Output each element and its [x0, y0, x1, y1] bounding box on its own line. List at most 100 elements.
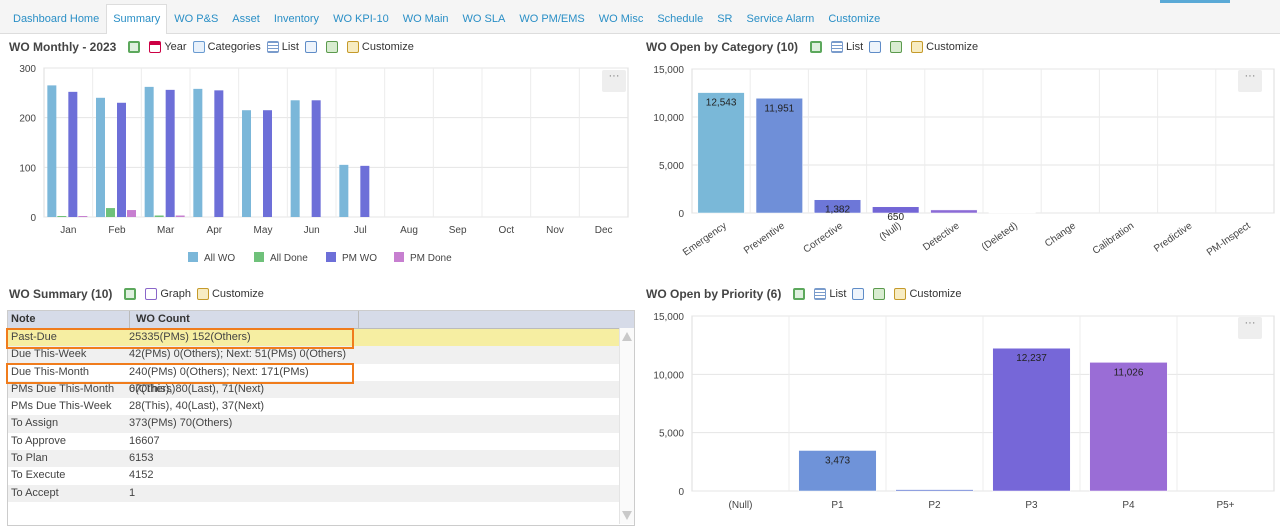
- cell-wo-count: 25335(PMs) 152(Others): [129, 331, 251, 343]
- expand-button[interactable]: [128, 41, 143, 53]
- tab-wo-pm-ems[interactable]: WO PM/EMS: [519, 13, 585, 25]
- tab-schedule[interactable]: Schedule: [657, 13, 704, 25]
- bar: [47, 85, 57, 217]
- customize-button[interactable]: Customize: [894, 288, 961, 300]
- list-icon: [266, 41, 279, 53]
- y-tick-label: 15,000: [653, 65, 684, 76]
- tab-wo-sla[interactable]: WO SLA: [462, 13, 506, 25]
- x-tick-label: (Null): [878, 220, 904, 243]
- bar: [144, 86, 154, 217]
- x-tick-label: Preventive: [742, 220, 787, 256]
- monthly-panel-header: WO Monthly - 2023 Year Categories List C…: [9, 40, 420, 54]
- cell-wo-count: 42(PMs) 0(Others); Next: 51(PMs) 0(Other…: [129, 348, 346, 361]
- tab-service-alarm[interactable]: Service Alarm: [746, 13, 815, 25]
- table-row[interactable]: Past-Due 25335(PMs) 152(Others): [8, 329, 634, 347]
- y-tick-label: 15,000: [653, 312, 684, 323]
- table-row[interactable]: To Approve 16607: [8, 433, 634, 450]
- expand-button[interactable]: [810, 41, 825, 53]
- cell-note: Due This-Month: [11, 365, 90, 378]
- list-icon: [814, 288, 827, 300]
- tab-wo-kpi-10[interactable]: WO KPI-10: [333, 13, 389, 25]
- tab-wo-main[interactable]: WO Main: [402, 13, 449, 25]
- monthly-menu-button[interactable]: ···: [602, 70, 626, 92]
- customize-button[interactable]: Customize: [196, 288, 264, 300]
- table-row[interactable]: Due This-Week 42(PMs) 0(Others); Next: 51…: [8, 346, 634, 364]
- data-label: 11,951: [764, 103, 794, 114]
- cell-wo-count: 373(PMs) 70(Others): [129, 417, 233, 430]
- export-icon: [325, 41, 338, 53]
- bar: [263, 110, 272, 217]
- graph-button[interactable]: Graph: [145, 288, 191, 300]
- bar: [872, 206, 920, 214]
- x-tick-label: Emergency: [681, 220, 729, 258]
- x-tick-label: Calibration: [1091, 220, 1136, 256]
- tab-wo-misc[interactable]: WO Misc: [598, 13, 644, 25]
- tab-sr[interactable]: SR: [717, 13, 733, 25]
- categories-button[interactable]: Categories: [192, 41, 261, 53]
- y-tick-label: 10,000: [653, 370, 684, 381]
- category-title: WO Open by Category (10): [646, 40, 799, 54]
- scroll-down-icon[interactable]: [622, 511, 632, 520]
- tab-customize[interactable]: Customize: [828, 13, 881, 25]
- cell-wo-count: 28(This), 40(Last), 37(Next): [129, 400, 265, 413]
- scroll-up-icon[interactable]: [622, 332, 632, 341]
- x-tick-label: Jun: [304, 225, 320, 236]
- bar: [755, 98, 803, 214]
- category-menu-button[interactable]: ···: [1238, 70, 1262, 92]
- cell-wo-count: 67(This), 80(Last), 71(Next): [129, 382, 265, 395]
- priority-menu-button[interactable]: ···: [1238, 317, 1262, 339]
- tab-dashboard-home[interactable]: Dashboard Home: [13, 13, 100, 25]
- expand-button[interactable]: [124, 288, 139, 300]
- expand-button[interactable]: [793, 288, 808, 300]
- year-button[interactable]: Year: [149, 41, 187, 53]
- list-button[interactable]: List: [831, 41, 863, 53]
- bar: [193, 88, 203, 217]
- x-tick-label: May: [254, 225, 273, 236]
- bar: [1089, 362, 1168, 492]
- y-tick-label: 0: [30, 213, 36, 224]
- tab-wo-p-s[interactable]: WO P&S: [174, 13, 219, 25]
- list-button[interactable]: List: [266, 41, 299, 53]
- tree-button[interactable]: [869, 41, 884, 53]
- grid-scrollbar[interactable]: [619, 328, 634, 524]
- table-row[interactable]: To Accept 1: [8, 484, 634, 502]
- expand-icon: [793, 288, 806, 300]
- customize-icon: [346, 41, 359, 53]
- x-tick-label: Feb: [108, 225, 126, 236]
- tree-button[interactable]: [852, 288, 867, 300]
- table-row[interactable]: To Execute 4152: [8, 467, 634, 484]
- export-button[interactable]: [873, 288, 888, 300]
- x-tick-label: (Deleted): [980, 220, 1020, 253]
- column-wo-count[interactable]: WO Count: [130, 311, 359, 328]
- bar: [290, 100, 300, 217]
- bar: [992, 347, 1071, 492]
- tab-summary[interactable]: Summary: [106, 4, 168, 34]
- list-icon: [831, 41, 844, 53]
- column-note[interactable]: Note: [8, 311, 130, 328]
- x-tick-label: P5+: [1216, 500, 1234, 511]
- data-label: 1,382: [825, 205, 850, 216]
- cell-wo-count: 4152: [129, 469, 154, 482]
- list-button[interactable]: List: [814, 288, 846, 300]
- table-row[interactable]: Due This-Month 240(PMs) 0(Others); Next: …: [8, 364, 634, 395]
- y-tick-label: 300: [19, 64, 36, 75]
- table-row[interactable]: To Assign 373(PMs) 70(Others): [8, 415, 634, 433]
- x-tick-label: Jan: [60, 225, 76, 236]
- export-button[interactable]: [325, 41, 341, 53]
- table-row[interactable]: PMs Due This-Week 28(This), 40(Last), 37(…: [8, 398, 634, 415]
- export-button[interactable]: [890, 41, 905, 53]
- x-tick-label: Dec: [595, 225, 613, 236]
- tab-asset[interactable]: Asset: [232, 13, 260, 25]
- cell-note: PMs Due This-Week: [11, 400, 112, 413]
- customize-button[interactable]: Customize: [346, 41, 414, 53]
- tab-inventory[interactable]: Inventory: [273, 13, 320, 25]
- table-row[interactable]: To Plan 6153: [8, 450, 634, 468]
- table-row[interactable]: PMs Due This-Month 67(This), 80(Last), 71…: [8, 380, 634, 399]
- tab-bar: Dashboard Home Summary WO P&S Asset Inventor…: [6, 4, 887, 34]
- x-tick-label: (Null): [729, 500, 753, 511]
- customize-button[interactable]: Customize: [911, 41, 978, 53]
- x-tick-label: Mar: [157, 225, 175, 236]
- tree-button[interactable]: [304, 41, 320, 53]
- hierarchy-icon: [304, 41, 317, 53]
- graph-icon: [145, 288, 158, 300]
